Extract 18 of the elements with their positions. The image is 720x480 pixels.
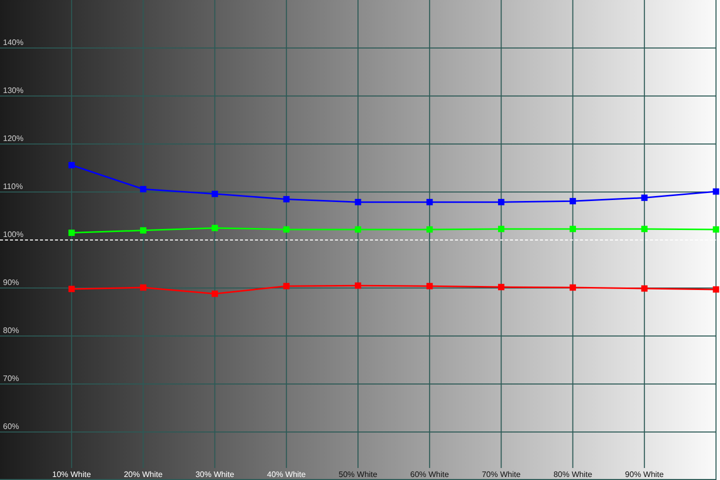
y-tick-label: 70% — [3, 374, 20, 383]
y-tick-label: 130% — [3, 86, 24, 95]
y-tick-label: 60% — [3, 422, 20, 431]
x-tick-label: 20% White — [124, 470, 164, 479]
y-tick-label: 120% — [3, 134, 24, 143]
y-tick-label: 90% — [3, 278, 20, 287]
x-tick-label: 90% White — [625, 470, 664, 479]
x-tick-label: 40% White — [267, 470, 306, 479]
x-tick-label: 30% White — [195, 470, 235, 479]
x-tick-label: 60% White — [410, 470, 450, 479]
x-tick-label: 70% White — [482, 470, 522, 479]
x-tick-label: 10% White — [52, 470, 92, 479]
y-tick-label: 80% — [3, 326, 20, 335]
y-tick-label: 140% — [3, 38, 24, 47]
y-tick-label: 100% — [3, 230, 24, 239]
x-tick-label: 50% White — [338, 470, 378, 479]
y-tick-label: 110% — [3, 182, 23, 191]
x-tick-label: 80% White — [553, 470, 593, 479]
